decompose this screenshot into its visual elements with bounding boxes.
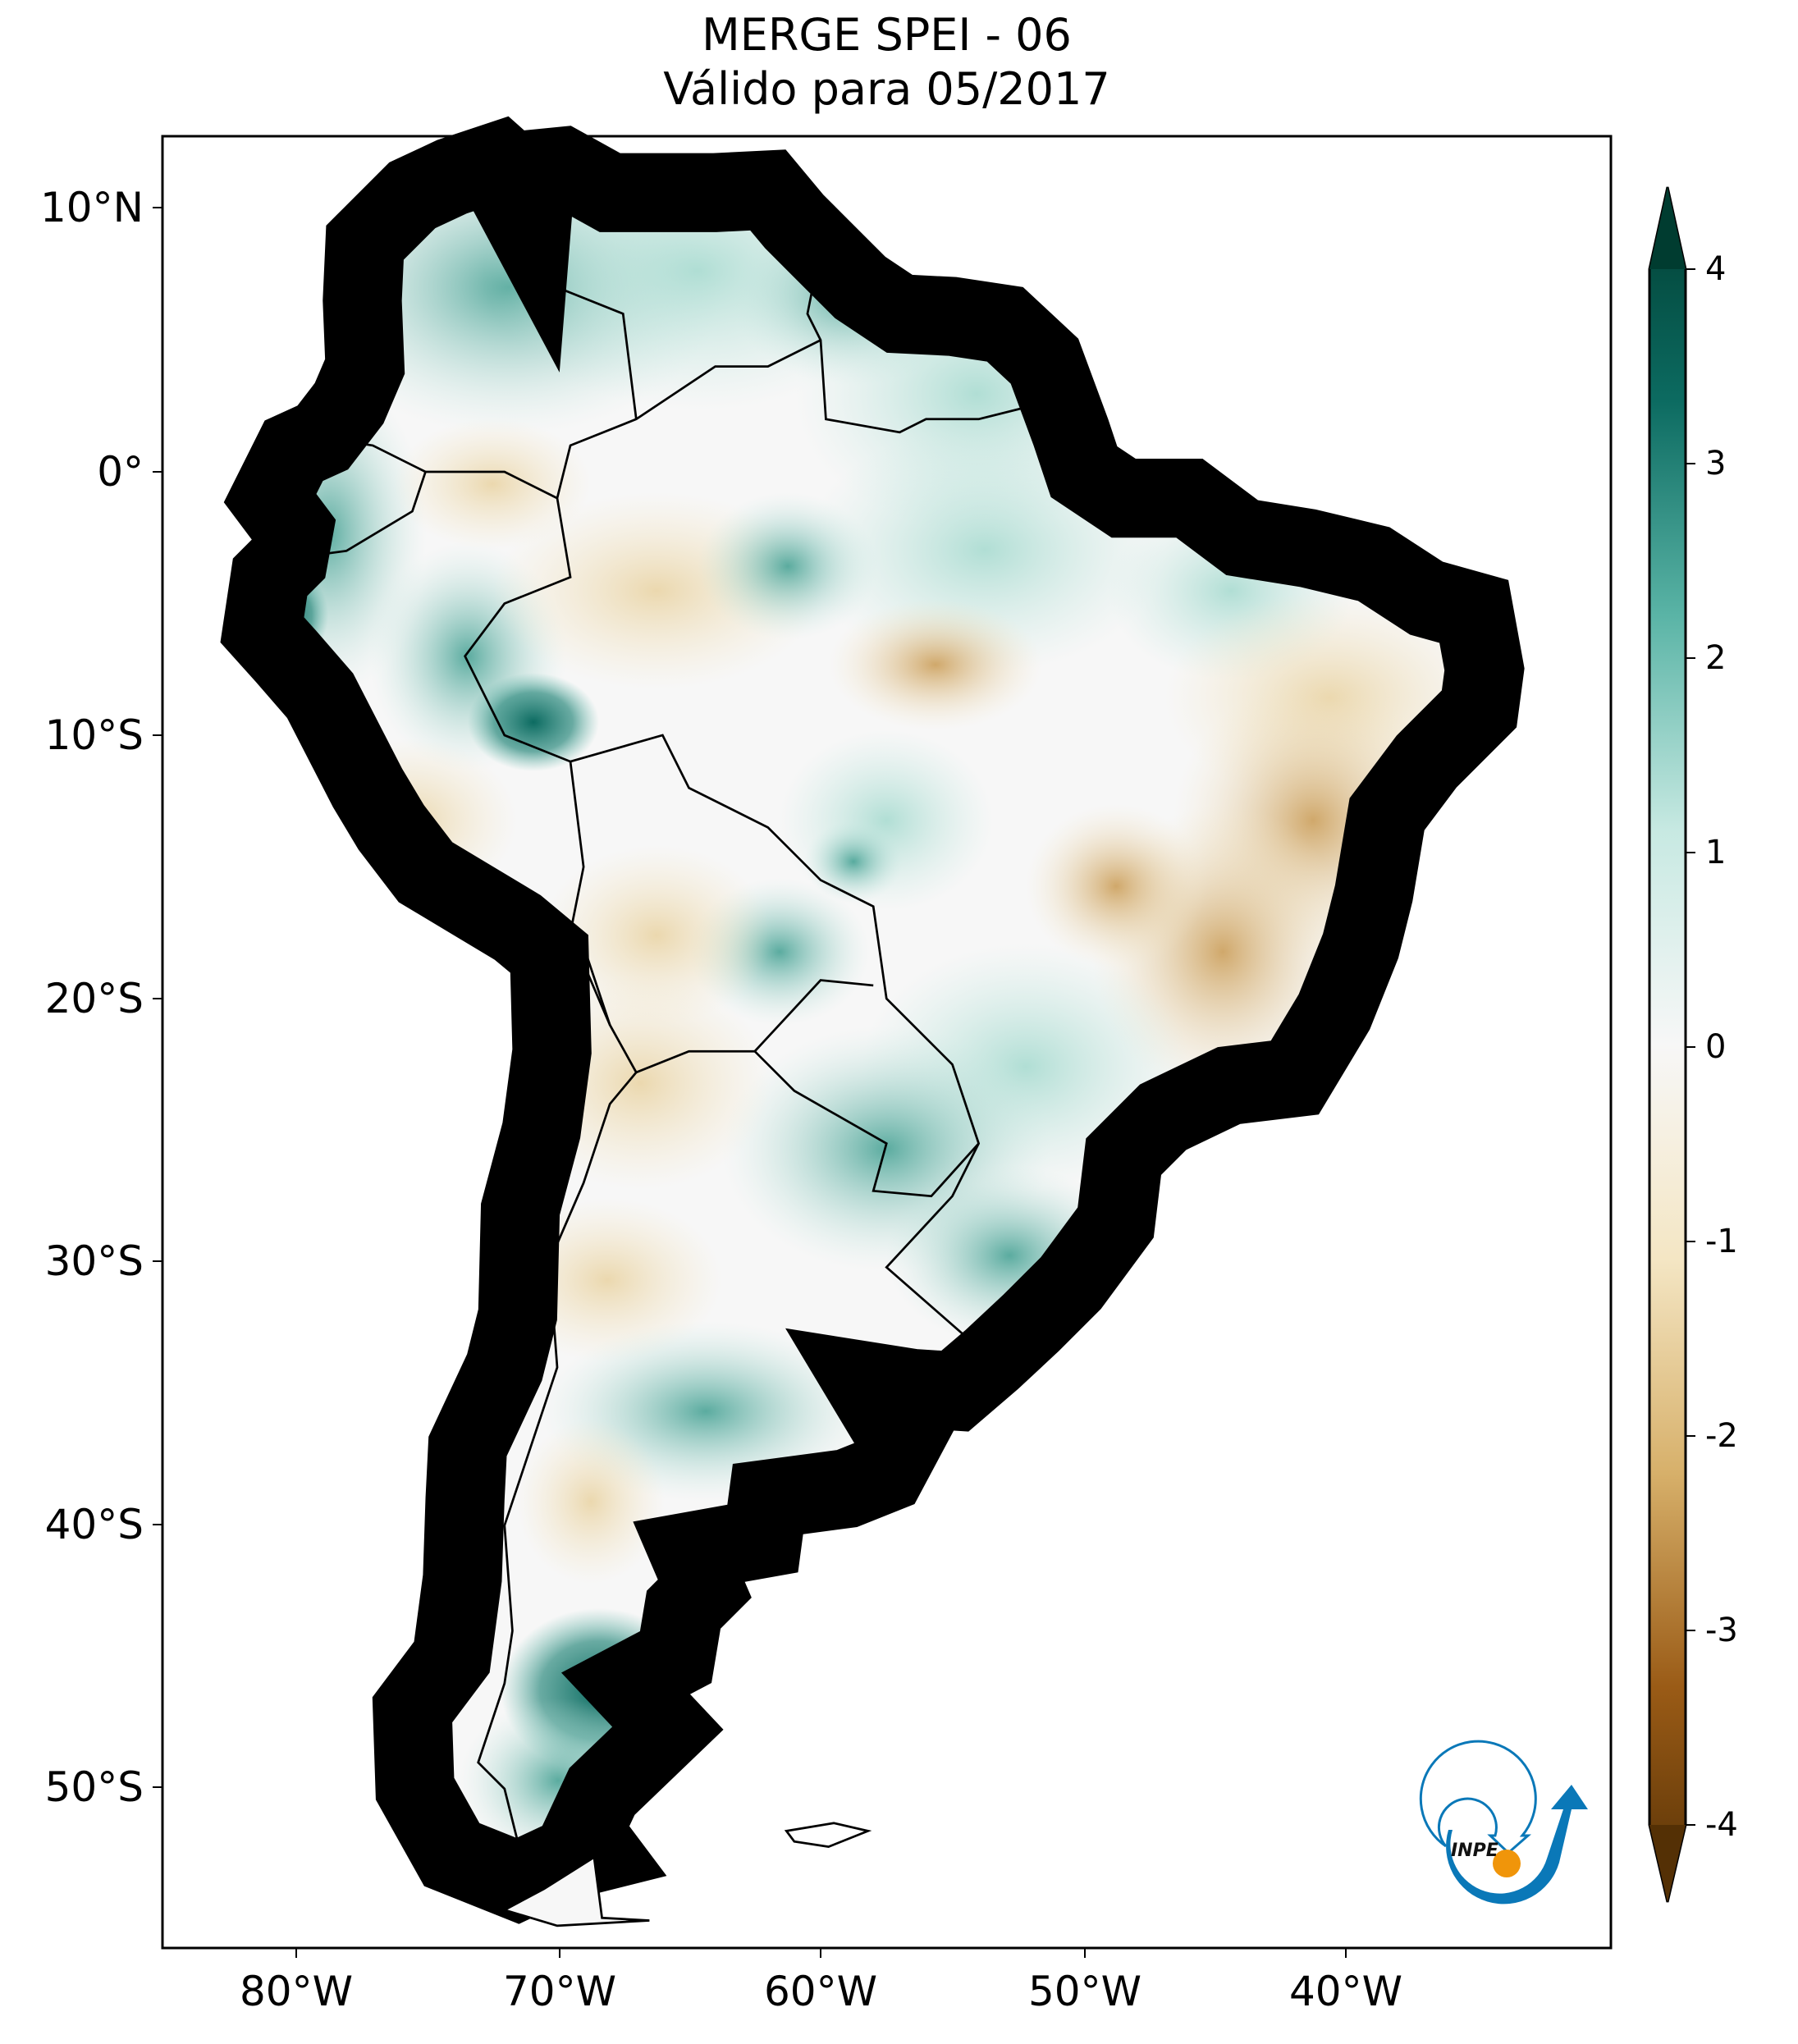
colorbar-max-extend [1649,187,1686,269]
lat-label-10s: 10°S [44,711,144,759]
colorbar [1648,186,1687,1903]
colorbar-label-2: 2 [1705,639,1727,677]
colorbar-label-4: 4 [1705,250,1727,288]
lat-label-30s: 30°S [44,1237,144,1285]
lon-label-40w: 40°W [1288,1968,1403,2015]
colorbar-label-1: 1 [1705,834,1727,871]
map-border [161,135,1613,1950]
lon-label-50w: 50°W [1027,1968,1142,2015]
lat-label-0: 0° [97,448,144,496]
falkland-islands [784,1822,872,1849]
lat-label-10n: 10°N [39,184,144,231]
colorbar-label-neg1: -1 [1705,1223,1738,1260]
lon-label-80w: 80°W [239,1968,354,2015]
svg-text:INPE: INPE [1451,1841,1498,1861]
lon-label-70w: 70°W [502,1968,617,2015]
colorbar-ticks [1686,268,1695,1826]
colorbar-label-neg3: -3 [1705,1612,1738,1649]
colorbar-label-neg4: -4 [1705,1806,1738,1844]
axis-ticks [153,207,1347,1958]
lat-label-20s: 20°S [44,975,144,1022]
tierra-del-fuego [501,1855,650,1927]
map-title: MERGE SPEI - 06 [702,9,1072,61]
colorbar-label-0: 0 [1705,1028,1727,1066]
map-subtitle: Válido para 05/2017 [663,63,1110,115]
country-borders [288,161,1046,1856]
colorbar-label-neg2: -2 [1705,1417,1738,1455]
colorbar-label-3: 3 [1705,445,1727,482]
inpe-logo: INPE [1419,1740,1588,1905]
lat-label-50s: 50°S [44,1763,144,1811]
lon-label-60w: 60°W [763,1968,878,2015]
colorbar-min-extend [1649,1825,1686,1902]
lat-label-40s: 40°S [44,1501,144,1548]
